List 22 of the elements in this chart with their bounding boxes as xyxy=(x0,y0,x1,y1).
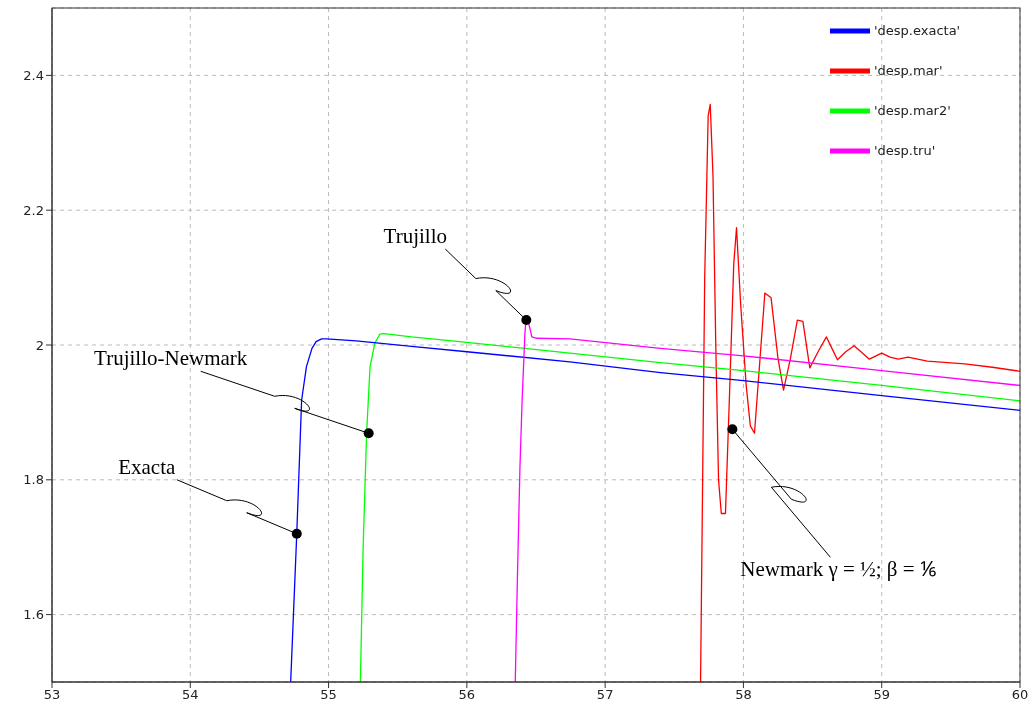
x-tick-label: 53 xyxy=(43,687,61,703)
x-tick-label: 57 xyxy=(596,687,614,703)
x-tick-label: 54 xyxy=(182,687,199,703)
y-tick-label: 1.8 xyxy=(23,472,44,488)
legend-label: 'desp.tru' xyxy=(874,142,936,158)
y-tick-label: 1.6 xyxy=(23,607,44,623)
annotation: Trujillo-Newmark xyxy=(94,346,248,371)
legend-label: 'desp.mar2' xyxy=(874,102,951,118)
x-tick-label: 56 xyxy=(458,687,476,703)
x-tick-label: 60 xyxy=(1011,687,1029,703)
y-tick-label: 2 xyxy=(35,337,44,353)
annotation: Exacta xyxy=(118,454,177,479)
line-series xyxy=(699,103,1020,682)
x-tick-label: 59 xyxy=(873,687,890,703)
x-tick-label: 58 xyxy=(735,687,752,703)
annotation: Trujillo xyxy=(383,223,448,248)
legend-label: 'desp.exacta' xyxy=(874,22,961,38)
legend-label: 'desp.mar' xyxy=(874,62,943,78)
x-tick-label: 55 xyxy=(320,687,337,703)
y-tick-label: 2.4 xyxy=(23,68,44,84)
y-tick-label: 2.2 xyxy=(23,202,44,218)
annotation: Newmark γ = ½; β = ⅙ xyxy=(740,557,936,582)
